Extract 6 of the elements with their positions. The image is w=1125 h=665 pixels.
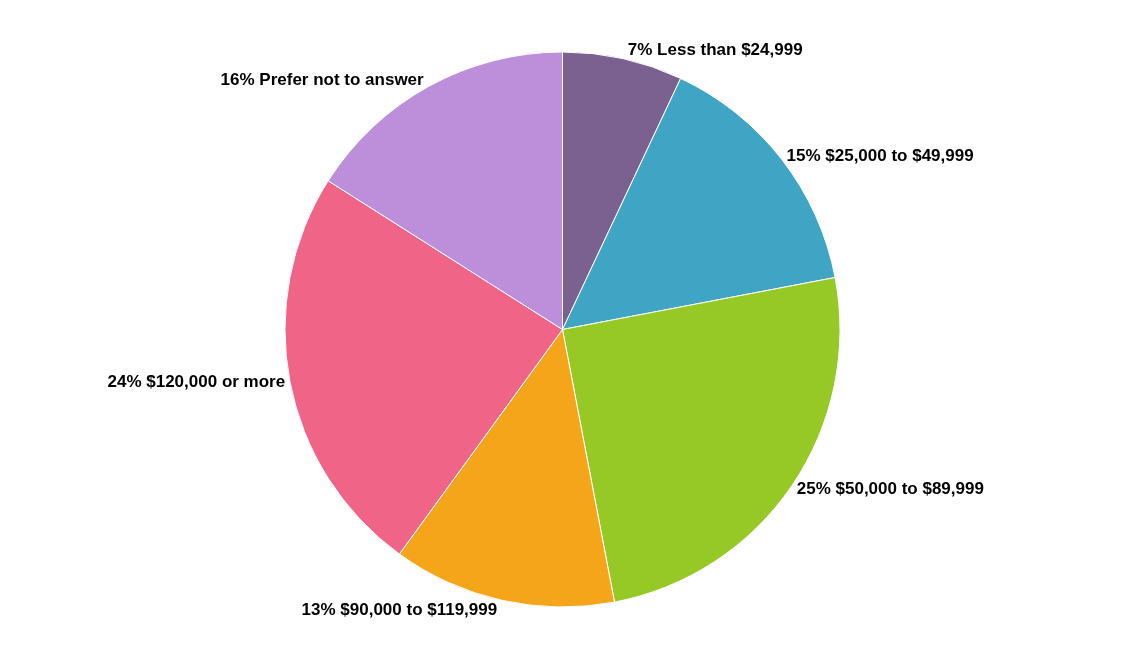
slice-label: 25% $50,000 to $89,999 [796, 478, 984, 498]
slice-label: 7% Less than $24,999 [627, 40, 803, 60]
slice-label: 16% Prefer not to answer [220, 69, 425, 89]
slice-label: 15% $25,000 to $49,999 [786, 146, 974, 166]
slice-label: 24% $120,000 or more [107, 372, 286, 392]
slice-label: 13% $90,000 to $119,999 [301, 599, 498, 619]
